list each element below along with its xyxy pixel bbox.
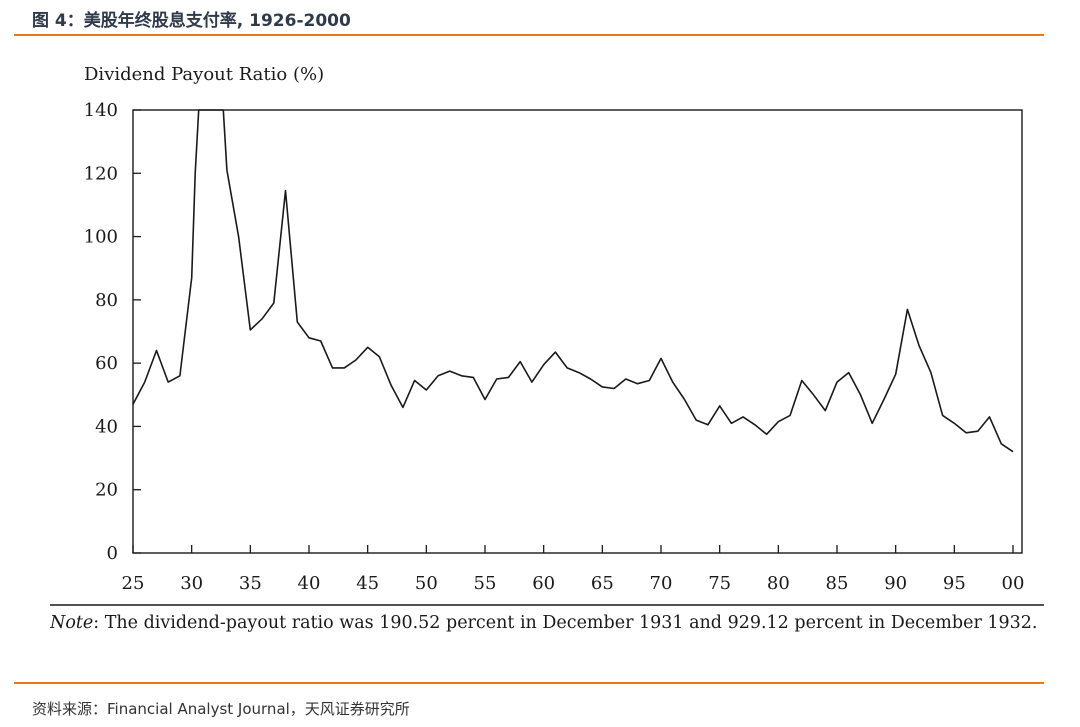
note-text: : The dividend-payout ratio was 190.52 p… (93, 613, 1038, 633)
x-tick-label: 70 (650, 573, 673, 594)
x-tick-label: 25 (122, 573, 145, 594)
top-divider (14, 34, 1044, 36)
x-tick-label: 85 (826, 573, 849, 594)
x-tick-label: 30 (180, 573, 203, 594)
y-tick-label: 140 (84, 100, 118, 121)
x-tick-label: 90 (884, 573, 907, 594)
y-tick-label: 60 (95, 353, 118, 374)
x-tick-label: 75 (708, 573, 731, 594)
y-tick-label: 40 (95, 416, 118, 437)
plot-frame (132, 109, 1023, 554)
y-tick-label: 80 (95, 290, 118, 311)
figure-title: 图 4：美股年终股息支付率, 1926-2000 (32, 11, 351, 31)
series-line-dividend-payout (132, 109, 1014, 453)
x-tick-label: 65 (591, 573, 614, 594)
y-axis-ticks: 0 20 40 60 80 100 120 140 (84, 100, 141, 564)
y-tick-label: 100 (84, 227, 118, 248)
x-tick-label: 50 (415, 573, 438, 594)
x-tick-label: 95 (943, 573, 966, 594)
payout-chart: Dividend Payout Ratio (%) 0 20 40 60 80 100 12… (50, 64, 1044, 606)
y-tick-label: 120 (84, 163, 118, 184)
x-tick-label: 35 (239, 573, 262, 594)
x-tick-label: 45 (356, 573, 379, 594)
x-tick-label: 00 (1002, 573, 1025, 594)
x-tick-label: 80 (767, 573, 790, 594)
note-label: Note (50, 613, 94, 633)
source-text: 资料来源：Financial Analyst Journal，天风证券研究所 (32, 700, 410, 718)
x-tick-label: 55 (474, 573, 497, 594)
x-tick-label: 60 (532, 573, 555, 594)
y-tick-label: 20 (95, 480, 118, 501)
y-axis-title: Dividend Payout Ratio (%) (84, 64, 324, 85)
y-tick-label: 0 (107, 543, 118, 564)
chart-note: Note: The dividend-payout ratio was 190.… (50, 610, 1045, 666)
bottom-divider (14, 682, 1044, 684)
x-tick-label: 40 (298, 573, 321, 594)
